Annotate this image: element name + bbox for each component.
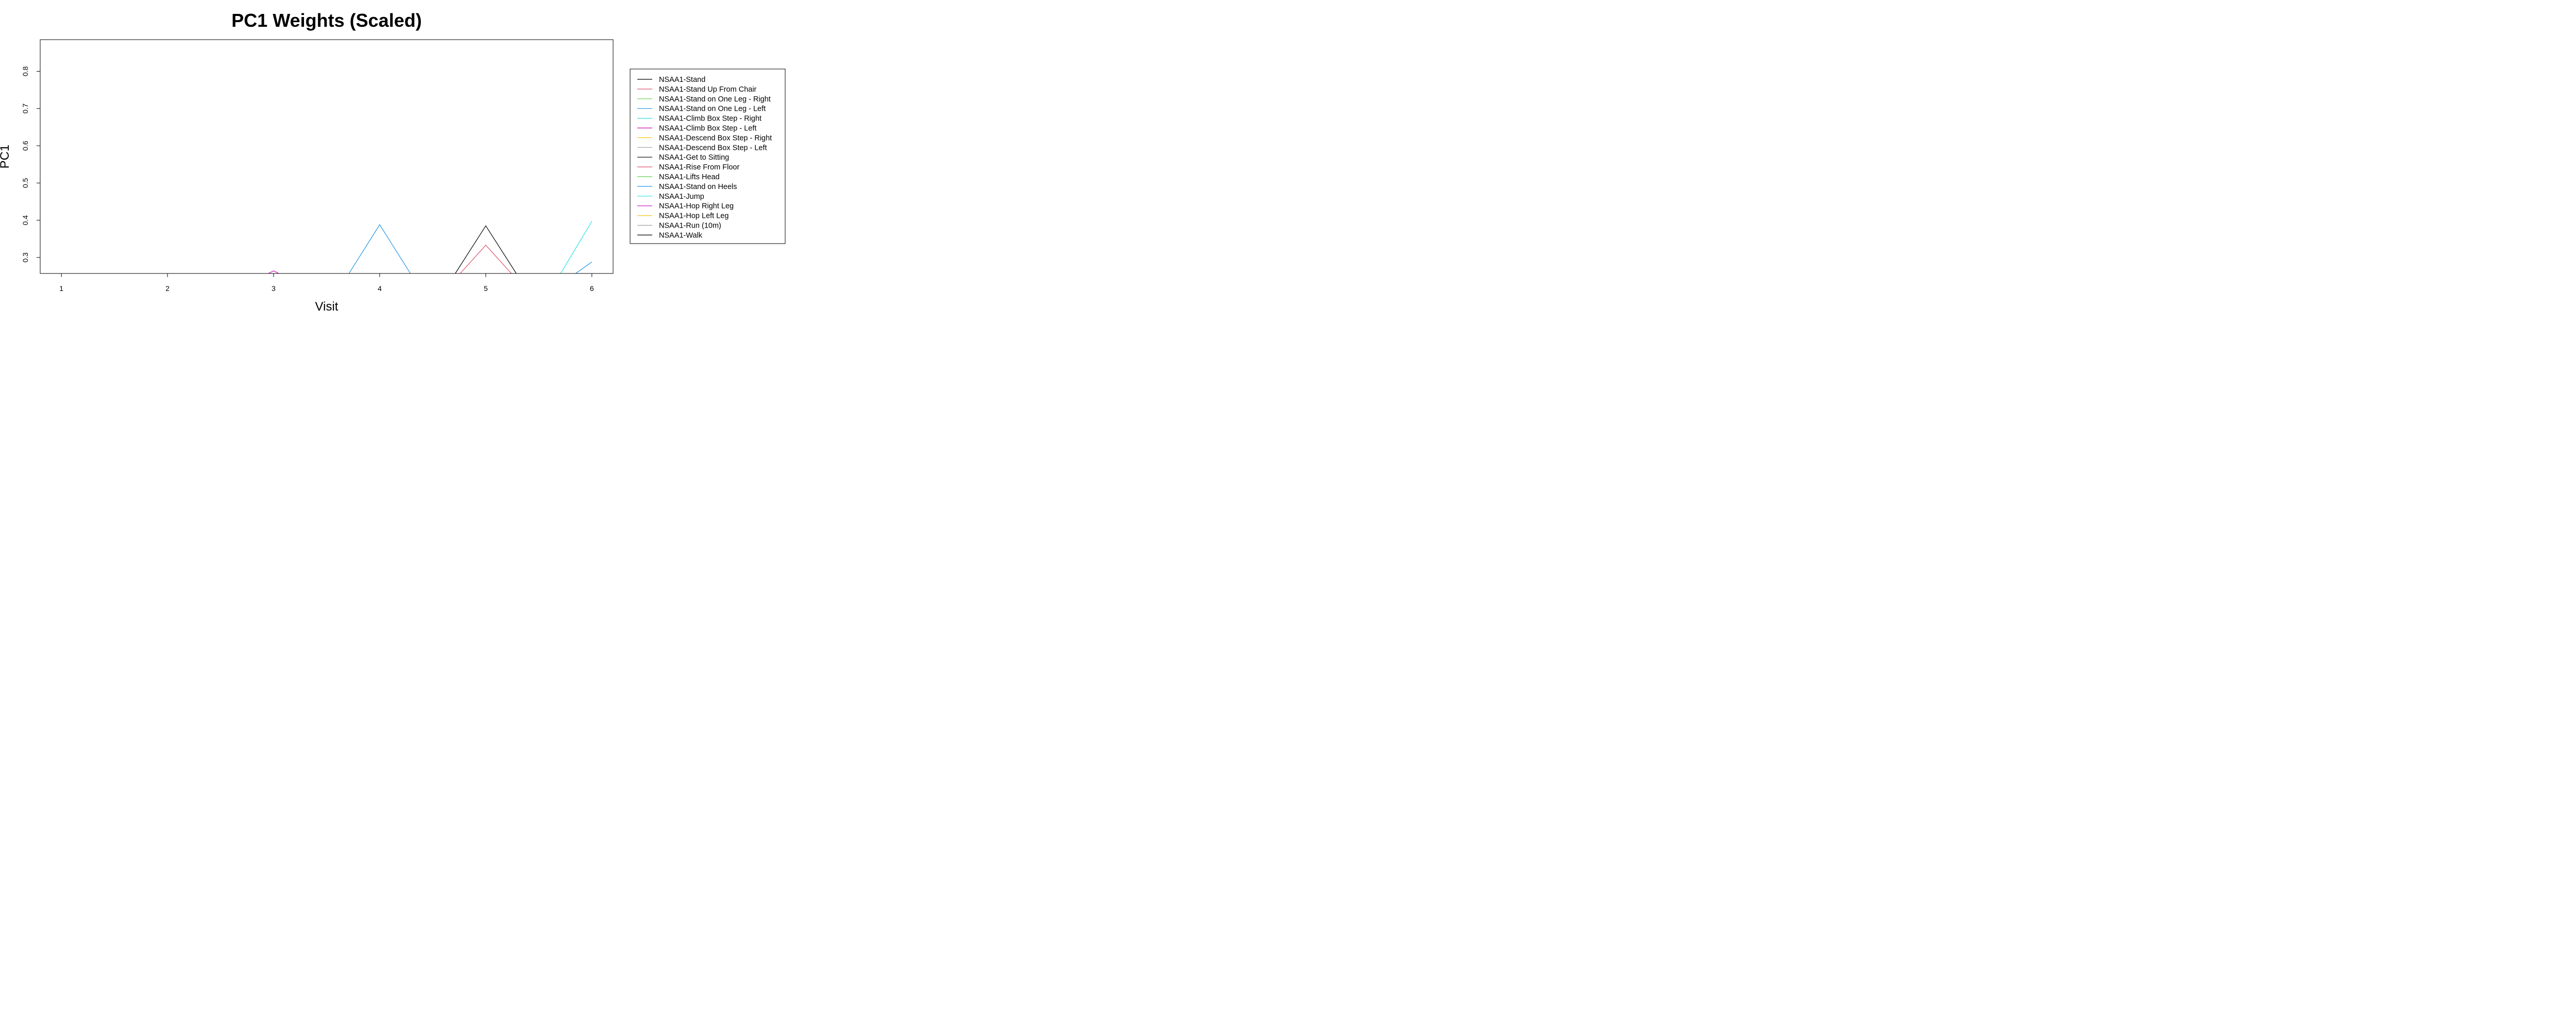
legend-item: NSAA1-Hop Left Leg (637, 212, 728, 220)
series-segment (348, 224, 411, 273)
legend-item: NSAA1-Jump (637, 193, 704, 201)
legend-label: NSAA1-Stand on One Leg - Left (659, 105, 766, 113)
y-axis-title: PC1 (0, 145, 12, 169)
legend-label: NSAA1-Descend Box Step - Right (659, 134, 772, 142)
x-tick-label: 2 (165, 284, 170, 293)
series-line (460, 245, 512, 273)
legend-item: NSAA1-Descend Box Step - Right (637, 134, 772, 142)
y-tick-label: 0.8 (21, 66, 29, 77)
x-tick-label: 5 (484, 284, 488, 293)
y-tick-label: 0.7 (21, 104, 29, 114)
legend-item: NSAA1-Climb Box Step - Left (637, 125, 756, 133)
series-line (454, 225, 517, 273)
legend-item: NSAA1-Lifts Head (637, 173, 720, 181)
legend-label: NSAA1-Climb Box Step - Right (659, 115, 761, 123)
series-line (267, 270, 280, 273)
x-tick-label: 6 (590, 284, 594, 293)
x-tick-label: 4 (378, 284, 382, 293)
series-segment (460, 245, 512, 273)
series-segment (454, 225, 517, 273)
legend-item: NSAA1-Run (10m) (637, 222, 721, 230)
legend-item: NSAA1-Stand on Heels (637, 183, 737, 191)
legend-label: NSAA1-Lifts Head (659, 173, 720, 181)
legend-item: NSAA1-Walk (637, 231, 703, 239)
x-axis-title: Visit (315, 300, 338, 314)
chart: PC1 Weights (Scaled) 1 2 3 4 5 6 0.3 0.4 0.5 0.6… (0, 10, 786, 314)
legend-item: NSAA1-Hop Right Leg (637, 202, 734, 211)
x-axis: 1 2 3 4 5 6 (59, 273, 594, 293)
x-tick-label: 1 (59, 284, 63, 293)
legend-label: NSAA1-Rise From Floor (659, 163, 739, 171)
y-tick-label: 0.6 (21, 141, 29, 151)
plot-area-border (40, 39, 614, 274)
legend-item: NSAA1-Descend Box Step - Left (637, 144, 767, 152)
legend-item: NSAA1-Stand Up From Chair (637, 85, 757, 94)
chart-title: PC1 Weights (Scaled) (231, 10, 421, 31)
legend-label: NSAA1-Get to Sitting (659, 153, 729, 162)
y-axis: 0.3 0.4 0.5 0.6 0.7 0.8 (21, 66, 41, 263)
legend-label: NSAA1-Climb Box Step - Left (659, 125, 756, 133)
y-tick-label: 0.4 (21, 215, 29, 226)
legend-item: NSAA1-Rise From Floor (637, 163, 739, 171)
legend-label: NSAA1-Hop Left Leg (659, 212, 728, 220)
legend-item: NSAA1-Stand on One Leg - Left (637, 105, 766, 113)
legend-label: NSAA1-Stand (659, 76, 705, 84)
y-tick-label: 0.3 (21, 252, 29, 263)
legend-label: NSAA1-Stand on One Leg - Right (659, 95, 771, 104)
legend-label: NSAA1-Stand Up From Chair (659, 85, 757, 94)
legend-label: NSAA1-Stand on Heels (659, 183, 737, 191)
series-segment (267, 270, 280, 273)
legend-label: NSAA1-Jump (659, 193, 704, 201)
series-segment (575, 262, 592, 273)
legend-label: NSAA1-Walk (659, 231, 703, 239)
x-tick-label: 3 (272, 284, 276, 293)
series-segment (560, 221, 592, 273)
legend-label: NSAA1-Hop Right Leg (659, 202, 734, 211)
legend-item: NSAA1-Climb Box Step - Right (637, 115, 761, 123)
legend-item: NSAA1-Stand (637, 76, 705, 84)
legend-item: NSAA1-Get to Sitting (637, 153, 729, 162)
legend-box (630, 68, 786, 244)
legend-item: NSAA1-Stand on One Leg - Right (637, 95, 771, 104)
series-layer (166, 221, 592, 273)
series-line (348, 224, 592, 273)
y-tick-label: 0.5 (21, 178, 29, 188)
legend-label: NSAA1-Descend Box Step - Left (659, 144, 767, 152)
series-line (560, 221, 592, 273)
legend-label: NSAA1-Run (10m) (659, 222, 721, 230)
